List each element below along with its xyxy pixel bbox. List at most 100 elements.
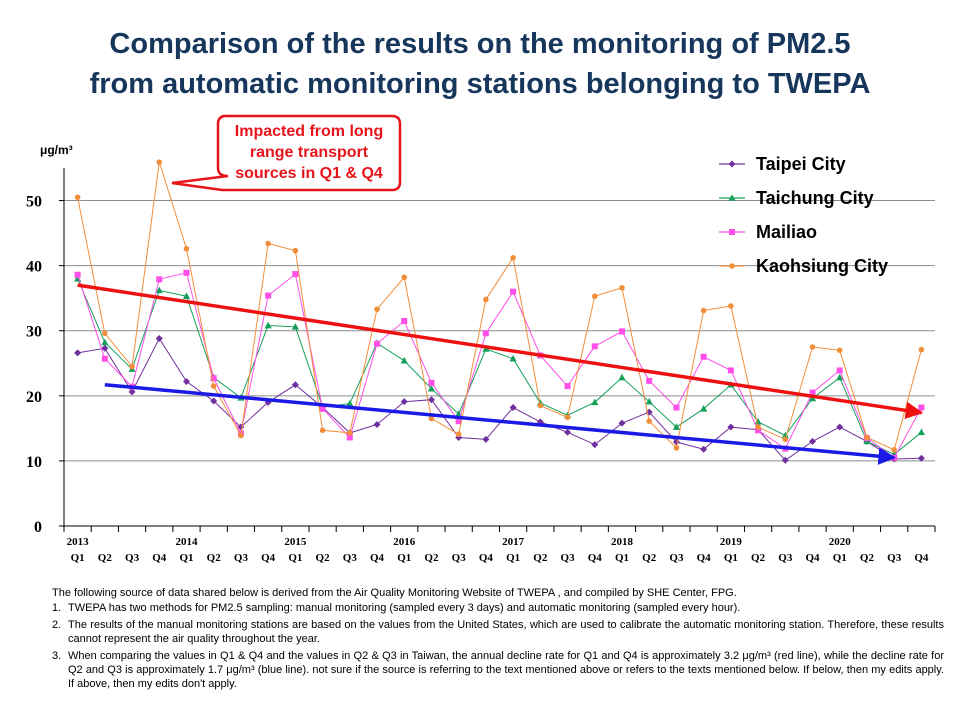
data-point	[646, 377, 653, 384]
data-point	[156, 159, 163, 165]
data-point	[836, 347, 843, 354]
data-point	[129, 363, 135, 370]
x-tick-year: 2013	[67, 536, 90, 548]
legend: Taipei City Taichung City Mailiao Kaohsiung…	[719, 154, 888, 276]
data-point	[510, 288, 517, 295]
slide-title: Comparison of the results on the monitor…	[0, 24, 960, 104]
data-point	[836, 367, 843, 374]
data-point	[128, 388, 136, 396]
data-point	[183, 245, 190, 252]
notes-lead: The following source of data shared belo…	[52, 587, 737, 599]
legend-item: Mailiao	[719, 222, 817, 242]
data-point	[645, 397, 653, 405]
x-tick-quarter: Q1	[724, 552, 738, 564]
note-number: 1.	[52, 602, 62, 614]
data-point	[591, 293, 598, 300]
x-tick-year: 2017	[502, 536, 525, 548]
x-tick-quarter: Q2	[424, 552, 439, 564]
data-point	[564, 383, 571, 390]
x-tick-quarter: Q2	[860, 552, 875, 564]
x-tick-quarter: Q2	[98, 552, 113, 564]
legend-item: Kaohsiung City	[719, 256, 888, 276]
data-point	[619, 284, 625, 291]
data-point	[700, 405, 708, 412]
legend-swatch-marker	[728, 194, 736, 201]
x-tick-quarter: Q1	[288, 552, 302, 564]
x-tick-quarter: Q1	[833, 552, 847, 564]
data-point	[509, 354, 517, 362]
x-tick-year: 2020	[829, 536, 852, 548]
data-point	[618, 328, 625, 335]
data-point	[618, 373, 626, 381]
x-tick-quarter: Q4	[370, 552, 385, 564]
note-text: The results of the manual monitoring sta…	[68, 619, 944, 645]
note-item: 3. When comparing the values in Q1 & Q4 a…	[50, 649, 944, 691]
data-point	[755, 424, 761, 430]
legend-label: Taichung City	[756, 188, 874, 208]
data-point	[864, 434, 870, 441]
x-tick-quarter: Q2	[316, 552, 331, 564]
x-tick-year: 2014	[175, 536, 198, 548]
data-point	[210, 397, 218, 405]
series-group	[74, 269, 925, 461]
legend-label: Kaohsiung City	[756, 256, 888, 276]
trend-arrow	[77, 283, 924, 420]
data-point	[401, 317, 408, 324]
legend-item: Taichung City	[719, 188, 874, 208]
data-point	[482, 435, 490, 443]
data-point	[101, 344, 109, 352]
data-point	[427, 396, 435, 404]
callout: Impacted from long range transport sourc…	[171, 114, 402, 192]
data-point	[182, 377, 190, 385]
data-point	[455, 431, 462, 438]
x-tick-quarter: Q1	[179, 552, 193, 564]
data-point	[292, 247, 299, 254]
data-point	[265, 240, 271, 247]
data-point	[781, 456, 789, 464]
data-point	[238, 432, 244, 439]
data-point	[427, 384, 436, 392]
data-point	[455, 418, 462, 425]
data-point	[155, 286, 163, 294]
data-point	[728, 303, 734, 309]
trend-arrows	[77, 283, 924, 465]
data-point	[291, 323, 299, 330]
callout-line-1: Impacted from long	[235, 123, 383, 140]
x-tick-quarter: Q3	[669, 552, 684, 564]
data-point	[755, 427, 762, 434]
notes-list: 1. TWEPA has two methods for PM2.5 sampli…	[50, 601, 944, 691]
data-point	[428, 415, 435, 422]
series-line	[77, 272, 922, 459]
x-tick-quarter: Q2	[533, 552, 548, 564]
gridlines	[64, 200, 935, 462]
note-item: 2. The results of the manual monitoring …	[50, 618, 944, 646]
x-tick-quarter: Q3	[452, 552, 467, 564]
data-point	[700, 353, 707, 360]
data-point	[374, 306, 380, 313]
footnotes: The following source of data shared belo…	[50, 586, 944, 694]
legend-swatch-marker	[729, 229, 735, 235]
x-tick-year: 2015	[284, 536, 307, 548]
series-line	[77, 278, 922, 455]
x-tick-quarter: Q3	[234, 552, 249, 564]
x-tick-quarter: Q1	[506, 552, 520, 564]
data-point	[918, 346, 925, 353]
data-point	[700, 445, 708, 453]
legend-swatch-marker	[729, 263, 735, 269]
x-tick-quarter: Q4	[479, 552, 494, 564]
callout-line-3: sources in Q1 & Q4	[235, 165, 383, 182]
data-point	[346, 434, 353, 441]
x-tick-quarter: Q2	[207, 552, 222, 564]
data-point	[264, 321, 272, 329]
y-tick-labels: 0 10 20 30 40 50	[26, 194, 64, 536]
data-point	[156, 276, 163, 283]
note-item: 1. TWEPA has two methods for PM2.5 sampli…	[50, 601, 944, 615]
data-point	[754, 418, 762, 425]
y-tick-label: 20	[26, 389, 42, 406]
data-point	[183, 269, 190, 276]
x-tick-labels: 2013 Q1 Q2 Q3 Q4 2014 Q1 Q2 Q3 Q4 2015 Q1 Q2 Q3 Q4 2016…	[63, 526, 936, 564]
x-tick-quarter: Q2	[751, 552, 766, 564]
data-point	[809, 344, 816, 350]
series-line	[77, 337, 922, 461]
data-point	[210, 383, 217, 389]
